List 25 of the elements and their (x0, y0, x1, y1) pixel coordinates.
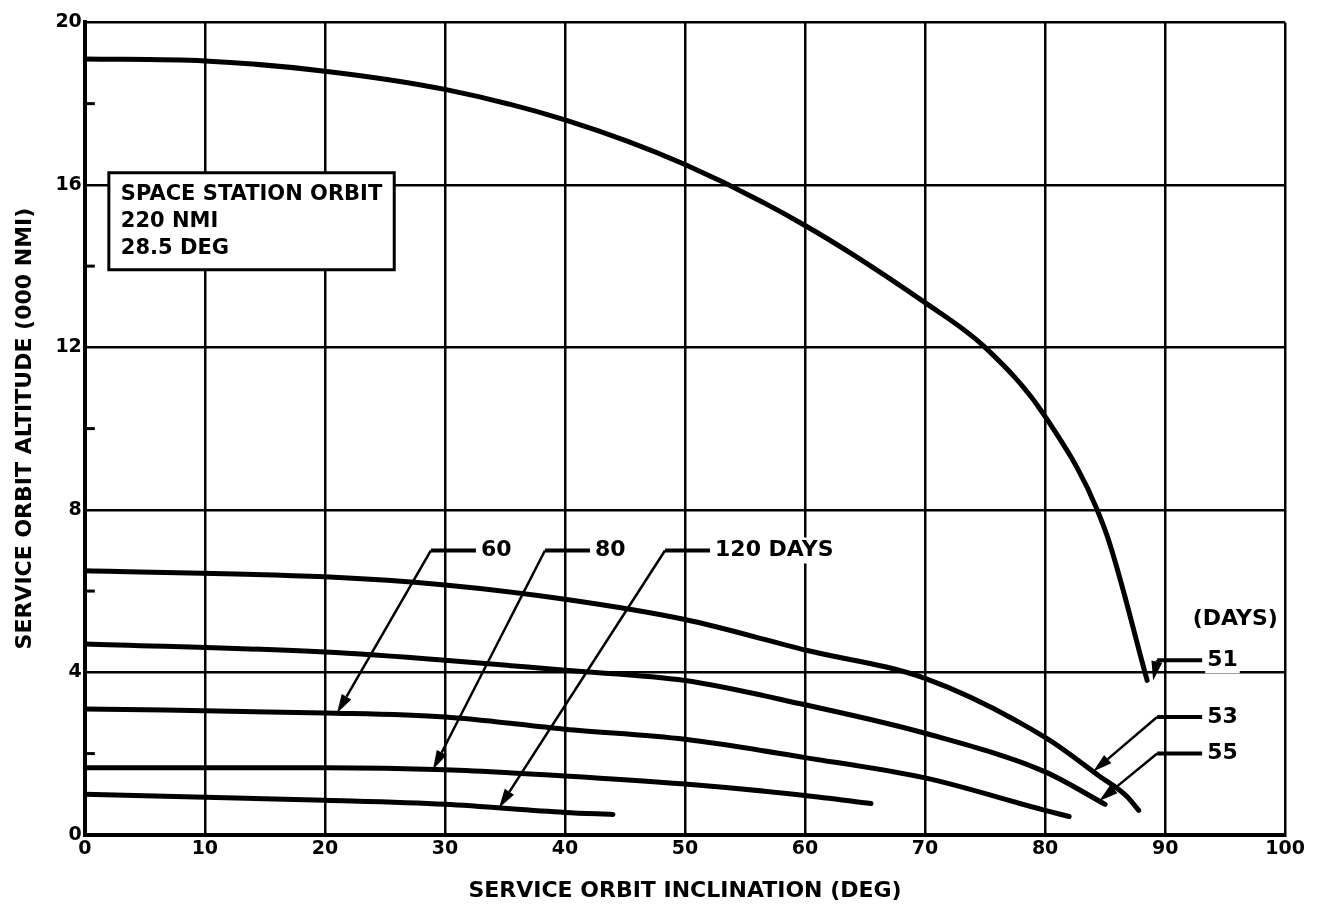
x-axis-title: SERVICE ORBIT INCLINATION (DEG) (468, 876, 902, 902)
x-tick-label: 10 (191, 836, 219, 859)
y-tick-label: 4 (68, 659, 82, 682)
x-tick-label: 60 (791, 836, 819, 859)
y-tick-label: 8 (68, 496, 82, 519)
y-tick-label: 16 (55, 171, 82, 194)
x-tick-label: 70 (911, 836, 939, 859)
y-axis-title: SERVICE ORBIT ALTITUDE (000 NMI) (10, 207, 36, 650)
x-tick-label: 100 (1265, 836, 1306, 859)
legend-label: 60 (480, 536, 512, 562)
x-tick-label: 80 (1031, 836, 1059, 859)
x-tick-label: 30 (431, 836, 459, 859)
legend-label: 55 (1207, 739, 1238, 765)
x-tick-label: 20 (311, 836, 339, 859)
x-tick-label: 50 (671, 836, 699, 859)
x-tick-label: 40 (551, 836, 579, 859)
y-tick-label: 12 (55, 334, 82, 357)
annotation: SPACE STATION ORBIT 220 NMI 28.5 DEG (120, 181, 383, 260)
legend-label: 120 DAYS (715, 536, 834, 562)
x-tick-label: 90 (1151, 836, 1179, 859)
legend-title: (DAYS) (1192, 605, 1278, 631)
legend-label: 53 (1207, 702, 1238, 728)
legend-label: 80 (594, 536, 626, 562)
y-tick-label: 20 (55, 9, 82, 32)
legend-label: 51 (1207, 645, 1238, 671)
